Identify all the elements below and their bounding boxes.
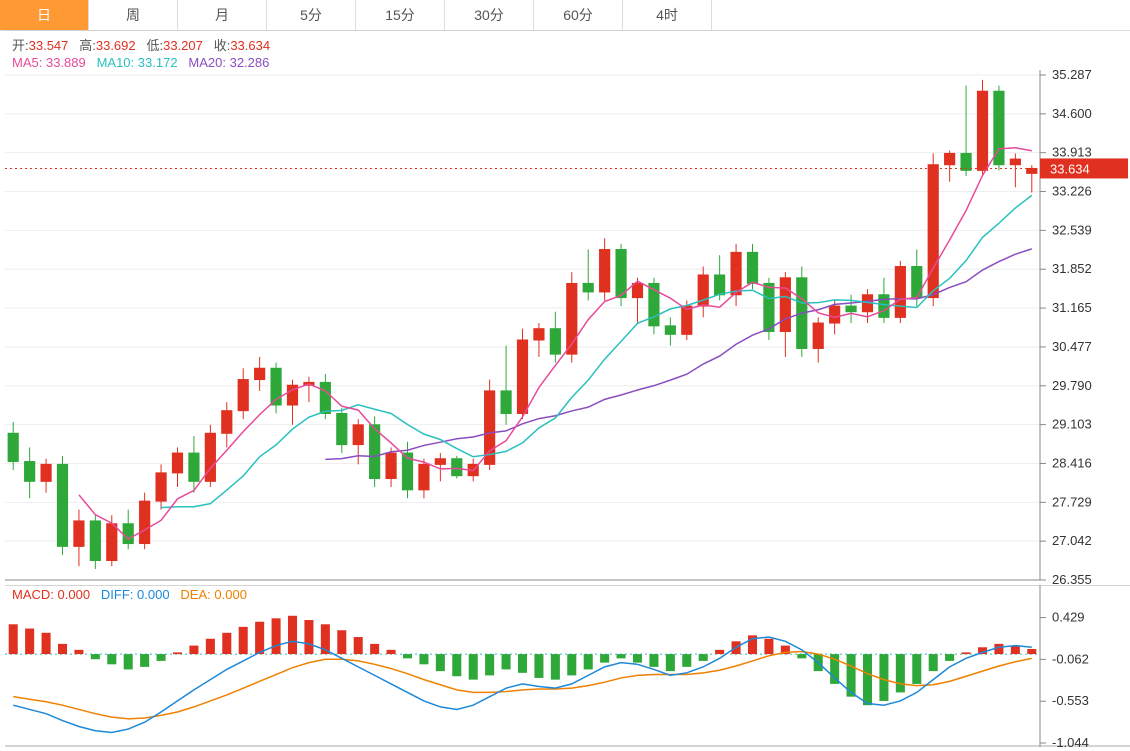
- tab-5[interactable]: 30分: [445, 0, 534, 30]
- tab-1[interactable]: 周: [89, 0, 178, 30]
- svg-text:34.600: 34.600: [1052, 106, 1092, 121]
- svg-text:27.042: 27.042: [1052, 533, 1092, 548]
- price-chart[interactable]: 35.287 34.600 33.913 33.226 32.539 31.852 31.1…: [0, 30, 1130, 585]
- svg-text:35.287: 35.287: [1052, 67, 1092, 82]
- svg-text:28.416: 28.416: [1052, 455, 1092, 470]
- svg-text:-0.553: -0.553: [1052, 693, 1089, 708]
- tab-6[interactable]: 60分: [534, 0, 623, 30]
- svg-text:31.165: 31.165: [1052, 300, 1092, 315]
- svg-text:33.226: 33.226: [1052, 184, 1092, 199]
- macd-chart[interactable]: 0.429 -0.062 -0.553 -1.044: [0, 585, 1130, 747]
- tab-4[interactable]: 15分: [356, 0, 445, 30]
- svg-text:29.790: 29.790: [1052, 378, 1092, 393]
- svg-text:30.477: 30.477: [1052, 339, 1092, 354]
- svg-text:27.729: 27.729: [1052, 494, 1092, 509]
- tab-3[interactable]: 5分: [267, 0, 356, 30]
- svg-text:33.913: 33.913: [1052, 145, 1092, 160]
- svg-text:32.539: 32.539: [1052, 222, 1092, 237]
- svg-text:31.852: 31.852: [1052, 261, 1092, 276]
- tab-0[interactable]: 日: [0, 0, 89, 30]
- svg-text:0.429: 0.429: [1052, 610, 1085, 625]
- timeframe-tabs: 日周月5分15分30分60分4时: [0, 0, 1130, 31]
- tab-7[interactable]: 4时: [623, 0, 712, 30]
- svg-text:29.103: 29.103: [1052, 417, 1092, 432]
- tab-2[interactable]: 月: [178, 0, 267, 30]
- svg-text:26.355: 26.355: [1052, 572, 1092, 585]
- svg-text:33.634: 33.634: [1050, 161, 1090, 176]
- svg-text:-0.062: -0.062: [1052, 651, 1089, 666]
- svg-text:-1.044: -1.044: [1052, 735, 1089, 747]
